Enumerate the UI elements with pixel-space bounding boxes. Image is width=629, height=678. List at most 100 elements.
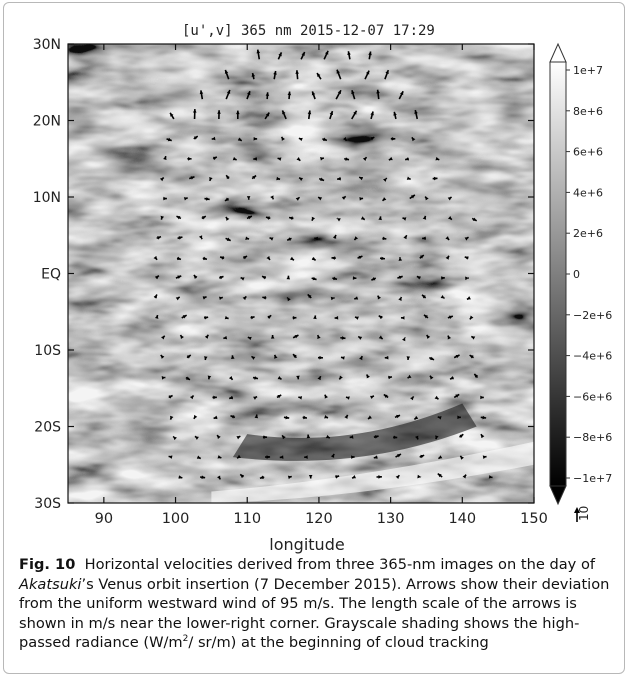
velocity-arrow-head [177,275,182,279]
velocity-arrow-head [422,294,426,299]
velocity-arrow-head [488,475,493,479]
velocity-arrow-head [323,137,327,141]
velocity-arrow-head [189,395,194,400]
velocity-arrow-head [194,436,199,440]
velocity-arrow-head [190,176,195,180]
velocity-arrow-head [308,475,313,479]
velocity-arrow-head [209,176,213,181]
velocity-arrow-head [317,73,321,77]
velocity-arrow-head [334,316,339,320]
x-tick-label: 100 [162,511,190,527]
velocity-arrow-head [228,375,233,380]
velocity-arrow-head [282,110,286,115]
velocity-arrow-head [237,454,241,459]
velocity-arrow-head [384,355,389,360]
figure-label: Fig. 10 [19,556,76,573]
velocity-arrow-head [339,375,343,380]
velocity-arrow-head [416,276,421,280]
velocity-arrow-head [366,374,370,379]
x-tick-label: 120 [305,511,333,527]
y-tick-label: EQ [41,267,61,283]
velocity-arrow-head [378,475,382,479]
velocity-arrow-head [426,335,431,339]
velocity-arrow-head [399,91,404,96]
velocity-arrow-head [277,157,282,161]
velocity-arrow-head [320,157,324,161]
y-tick-label: 10N [33,190,61,206]
velocity-arrow-head [370,395,374,400]
velocity-arrow-head [378,315,383,320]
velocity-arrow-head [232,156,237,161]
x-tick-label: 150 [520,511,548,527]
velocity-arrow-head [398,297,402,301]
velocity-arrow-head [317,335,321,339]
velocity-arrow-head [205,197,210,201]
velocity-arrow-head [157,236,161,240]
velocity-arrow-head [311,91,316,96]
velocity-arrow-head [349,435,354,439]
velocity-arrow-head [287,237,292,241]
velocity-arrow-head [317,376,321,381]
velocity-arrow-head [335,475,340,479]
velocity-arrow-head [276,176,281,181]
velocity-arrow-head [417,474,422,479]
velocity-arrow-head [178,236,183,240]
velocity-arrow-head [400,316,405,320]
velocity-arrow-head [196,455,201,459]
velocity-arrow-head [423,314,428,319]
velocity-arrow-head [319,355,323,360]
velocity-arrow-head [176,216,181,220]
velocity-arrow-head [265,216,270,220]
velocity-arrow-head [213,415,218,420]
velocity-arrow-head [155,275,159,280]
velocity-arrow-head [370,137,375,141]
velocity-arrow-head [314,236,318,241]
velocity-arrow-head [167,137,172,142]
velocity-arrow-head [170,415,174,420]
velocity-arrow-head [393,111,397,116]
colorbar-tick-label: 0 [573,268,580,281]
velocity-arrow-head [358,255,363,260]
velocity-arrow-head [289,216,293,220]
velocity-arrow-head [414,415,419,420]
velocity-arrow-head [373,455,378,459]
velocity-arrow-head [220,256,225,260]
reference-arrow-head [574,507,580,513]
velocity-arrow-head [262,276,267,280]
velocity-arrow-head [202,296,207,300]
velocity-arrow-head [365,70,370,75]
velocity-arrow-head [306,434,311,439]
velocity-arrow-head [337,176,341,181]
velocity-arrow-head [441,276,445,280]
velocity-arrow-head [254,376,258,380]
velocity-arrow-head [480,434,485,439]
velocity-arrow-head [154,315,159,319]
velocity-arrow-head [287,475,292,480]
velocity-arrow-head [448,315,453,320]
velocity-arrow-head [435,435,439,440]
velocity-arrow-head [299,177,304,182]
velocity-arrow-head [382,197,387,201]
velocity-arrow-head [301,51,305,56]
caption-italic: Akatsuki [19,575,82,593]
velocity-arrow-head [203,256,207,261]
velocity-arrow-head [459,434,464,438]
velocity-arrow-head [160,215,165,220]
velocity-arrow-head [460,455,464,460]
velocity-arrow-head [378,335,383,339]
velocity-arrow-head [359,176,364,181]
velocity-arrow-head [265,92,270,96]
velocity-arrow-head [236,110,240,115]
velocity-arrow-head [385,70,389,75]
velocity-arrow-head [226,90,231,94]
velocity-arrow-head [247,215,252,220]
velocity-arrow-head [376,89,380,94]
velocity-arrow-head [274,354,278,359]
velocity-arrow-head [332,234,337,239]
velocity-arrow-head [437,473,442,478]
x-tick-label: 140 [448,511,476,527]
velocity-arrow-head [378,216,382,221]
velocity-arrow-head [340,356,345,360]
velocity-arrow-head [224,315,229,320]
velocity-arrow-head [304,455,308,459]
